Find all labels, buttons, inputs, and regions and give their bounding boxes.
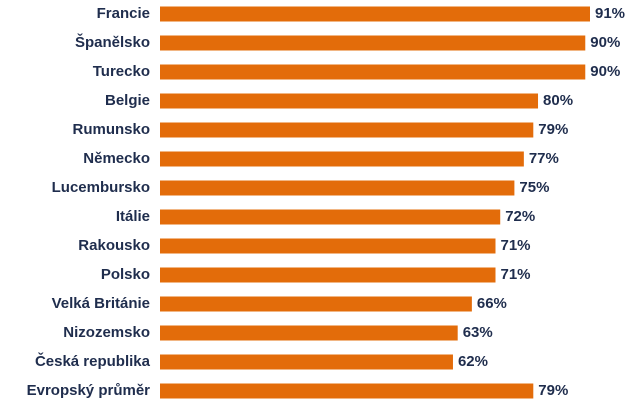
bar <box>160 93 539 109</box>
category-label: Evropský průměr <box>27 382 151 399</box>
value-label: 71% <box>500 266 530 283</box>
bar <box>160 267 496 283</box>
bar <box>160 325 458 341</box>
category-label: Turecko <box>93 63 150 80</box>
value-label: 90% <box>590 63 620 80</box>
value-label: 63% <box>463 324 493 341</box>
category-label: Francie <box>97 5 150 22</box>
bar <box>160 122 534 138</box>
bar <box>160 35 586 51</box>
bar <box>160 180 515 196</box>
value-label: 71% <box>500 237 530 254</box>
bar <box>160 151 524 167</box>
bar <box>160 238 496 254</box>
value-label: 80% <box>543 92 573 109</box>
category-label: Rakousko <box>78 237 150 254</box>
value-label: 75% <box>519 179 549 196</box>
value-label: 72% <box>505 208 535 225</box>
bar <box>160 296 472 312</box>
category-label: Nizozemsko <box>63 324 150 341</box>
category-label: Velká Británie <box>52 295 150 312</box>
bar <box>160 209 501 225</box>
category-label: Rumunsko <box>72 121 150 138</box>
value-label: 77% <box>529 150 559 167</box>
category-label: Německo <box>83 150 150 167</box>
bar <box>160 64 586 80</box>
value-label: 79% <box>538 121 568 138</box>
category-label: Španělsko <box>75 33 150 51</box>
category-label: Polsko <box>101 266 150 283</box>
value-label: 62% <box>458 353 488 370</box>
value-label: 90% <box>590 34 620 51</box>
bar <box>160 6 590 22</box>
value-label: 79% <box>538 382 568 399</box>
bar <box>160 354 453 370</box>
value-label: 66% <box>477 295 507 312</box>
category-label: Itálie <box>116 208 150 225</box>
bar <box>160 383 534 399</box>
value-label: 91% <box>595 5 625 22</box>
category-label: Lucembursko <box>52 179 150 196</box>
category-label: Belgie <box>105 92 150 109</box>
category-label: Česká republika <box>35 352 151 370</box>
